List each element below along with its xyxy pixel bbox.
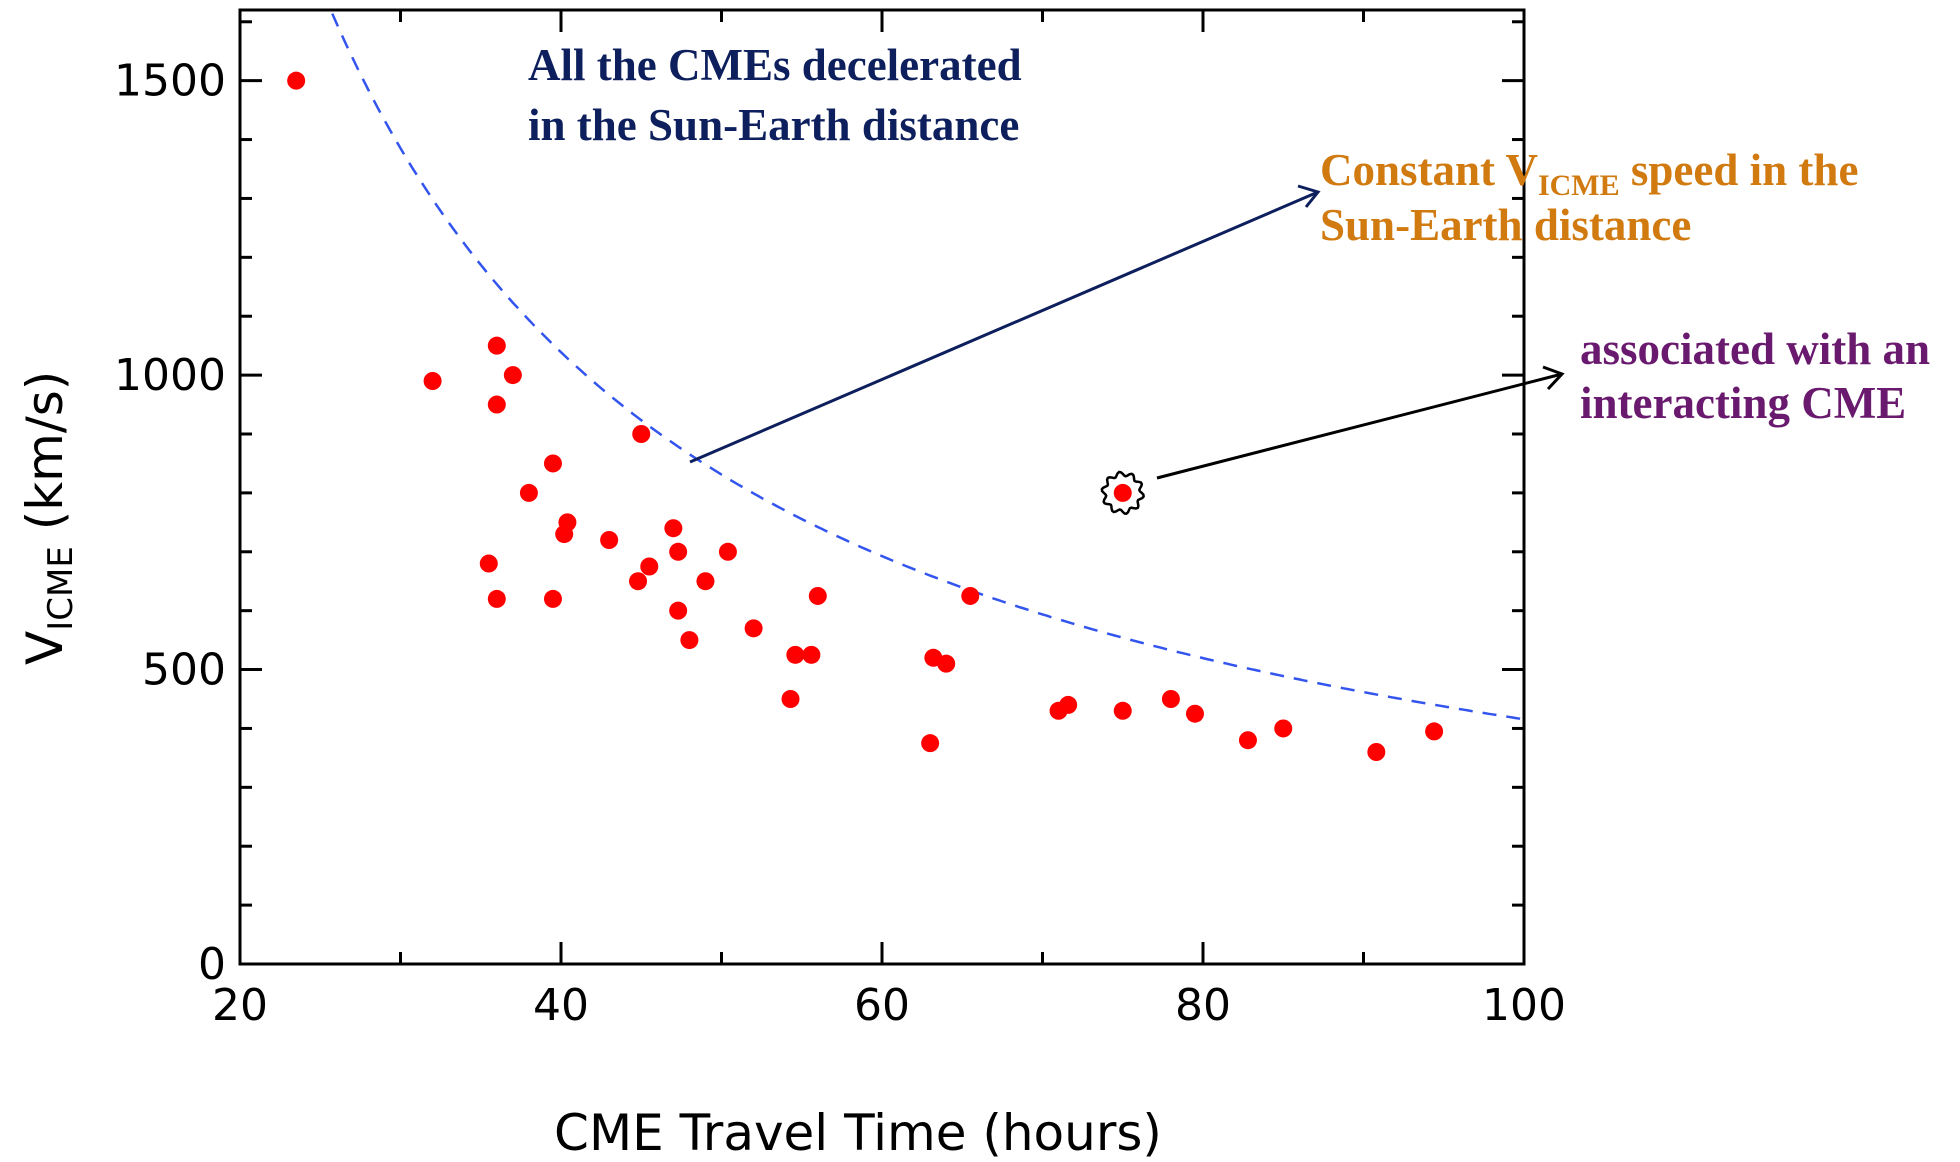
annotation-interacting-line1: associated with an — [1580, 324, 1930, 374]
x-tick-label: 100 — [1482, 980, 1566, 1031]
x-tick-label: 80 — [1175, 980, 1231, 1031]
data-point — [669, 542, 688, 561]
y-axis-title-sub: ICME — [41, 546, 81, 631]
data-point — [479, 554, 498, 573]
data-point — [558, 513, 577, 532]
data-point — [1185, 704, 1204, 723]
data-point — [1113, 483, 1132, 502]
data-point — [503, 366, 522, 385]
data-point — [487, 395, 506, 414]
x-tick-labels: 20 40 60 80 100 — [212, 980, 1566, 1031]
data-point — [287, 71, 306, 90]
annotation-constant-line2: Sun-Earth distance — [1320, 200, 1691, 250]
annotation-constant-post: speed in the — [1620, 145, 1859, 195]
x-tick-label: 60 — [854, 980, 910, 1031]
data-point — [487, 336, 506, 355]
interacting-cme-highlight — [1100, 470, 1145, 516]
data-point — [781, 690, 800, 708]
annotation-constant-line1: Constant VICME speed in the — [1320, 145, 1858, 202]
y-axis-title-unit: (km/s) — [16, 371, 74, 546]
data-point — [937, 654, 956, 673]
data-point — [640, 557, 659, 576]
annotation-interacting-line2: interacting CME — [1580, 378, 1906, 428]
data-point — [718, 542, 737, 561]
data-point — [1274, 719, 1293, 738]
data-point — [629, 572, 648, 591]
data-point — [786, 645, 805, 664]
x-tick-label: 20 — [212, 980, 268, 1031]
arrow-constant-speed — [689, 184, 1321, 464]
data-point — [664, 519, 683, 538]
data-point — [487, 589, 506, 608]
data-point — [1113, 701, 1132, 720]
arrow-interacting-cme — [1156, 365, 1565, 480]
axis-ticks — [238, 10, 1526, 966]
x-axis-title: CME Travel Time (hours) — [554, 1104, 1162, 1162]
y-tick-label: 0 — [198, 939, 226, 990]
y-tick-label: 1000 — [114, 350, 226, 401]
data-point — [423, 372, 442, 390]
data-point — [519, 483, 538, 502]
annotation-decelerated-line2: in the Sun-Earth distance — [528, 100, 1019, 150]
data-point — [1059, 695, 1078, 714]
data-point — [808, 586, 827, 605]
annotation-constant-pre: Constant V — [1320, 145, 1538, 195]
annotation-constant-sub: ICME — [1538, 169, 1620, 202]
data-point — [1367, 743, 1386, 761]
data-point — [1238, 731, 1257, 750]
data-point — [961, 586, 980, 605]
data-point — [632, 425, 651, 443]
y-tick-label: 500 — [142, 645, 226, 696]
y-axis-title-main: V — [16, 631, 74, 665]
data-point — [669, 601, 688, 620]
y-axis-title: VICME (km/s) — [16, 371, 81, 665]
data-point — [1161, 690, 1180, 708]
data-point — [802, 645, 821, 664]
data-point — [744, 619, 763, 638]
constant-speed-curve — [331, 13, 1525, 721]
data-point — [1425, 722, 1444, 741]
data-points — [287, 71, 1444, 761]
data-point — [543, 589, 562, 608]
y-tick-label: 1500 — [114, 56, 226, 107]
data-point — [543, 454, 562, 473]
annotation-decelerated-line1: All the CMEs decelerated — [528, 40, 1022, 90]
y-tick-labels: 0 500 1000 1500 — [114, 56, 226, 990]
x-tick-label: 40 — [533, 980, 589, 1031]
data-point — [680, 631, 699, 650]
data-point — [600, 531, 619, 549]
data-point — [696, 572, 715, 591]
data-point — [921, 734, 940, 753]
